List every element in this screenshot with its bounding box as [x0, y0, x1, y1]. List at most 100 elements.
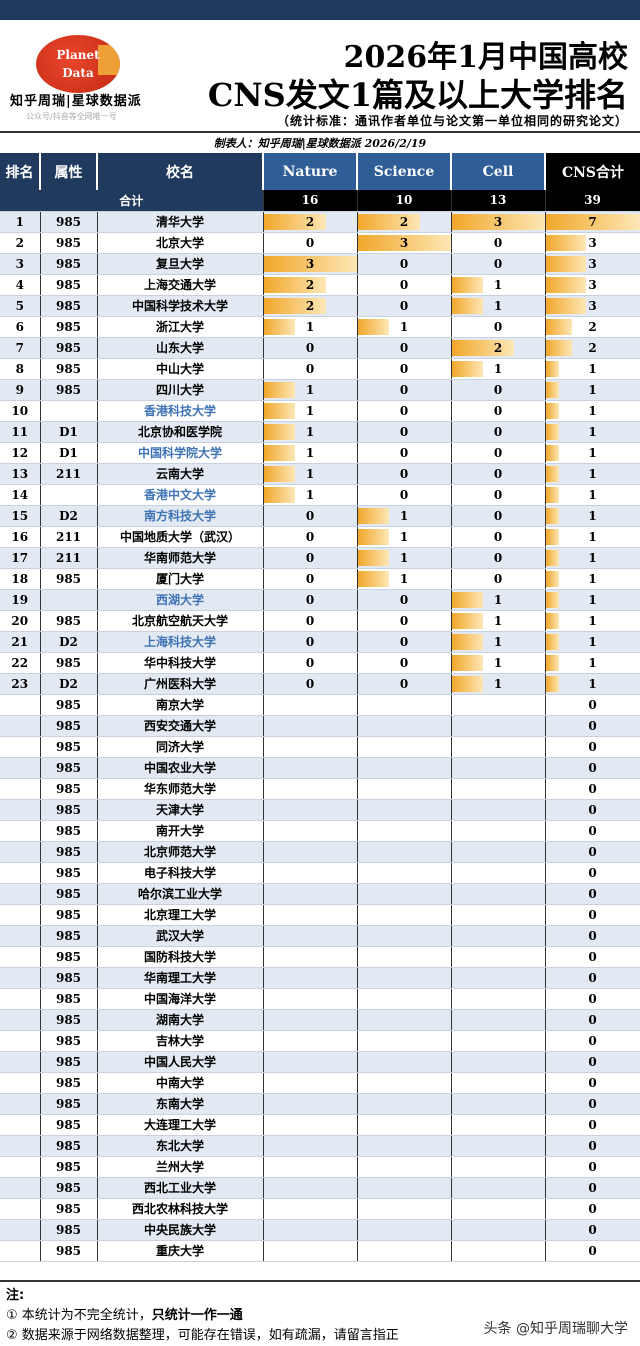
cell-science: 1	[357, 547, 452, 569]
cell-cns: 1	[545, 505, 640, 527]
table-row: 14 香港中文大学 1 0 0 1	[0, 484, 640, 506]
cell-science: 0	[357, 421, 452, 443]
cell-attr: 985	[40, 841, 98, 863]
cell-science	[357, 1135, 452, 1157]
cell-science	[357, 883, 452, 905]
cell-cell	[451, 904, 546, 926]
cell-cns: 0	[545, 904, 640, 926]
cell-cell: 0	[451, 526, 546, 548]
cell-attr: 985	[40, 316, 98, 338]
cell-cns: 1	[545, 589, 640, 611]
title-line1: 2026年1月中国高校	[343, 40, 628, 75]
cell-attr: 985	[40, 904, 98, 926]
data-bar	[263, 402, 295, 419]
cell-rank: 5	[0, 295, 41, 317]
cell-science	[357, 799, 452, 821]
cell-rank	[0, 1198, 41, 1220]
cell-cell: 1	[451, 358, 546, 380]
data-bar	[545, 675, 559, 692]
cell-nature	[263, 1240, 358, 1262]
cell-cell	[451, 715, 546, 737]
cell-name: 山东大学	[97, 337, 264, 359]
cell-attr: 211	[40, 463, 98, 485]
cell-science	[357, 1156, 452, 1178]
cell-attr: 985	[40, 1177, 98, 1199]
table-row: 985 天津大学 0	[0, 799, 640, 821]
table-row: 4 985 上海交通大学 2 0 1 3	[0, 274, 640, 296]
cell-nature	[263, 1009, 358, 1031]
cell-cns: 0	[545, 1135, 640, 1157]
cell-attr: 985	[40, 1093, 98, 1115]
table-row: 18 985 厦门大学 0 1 0 1	[0, 568, 640, 590]
cell-cell	[451, 862, 546, 884]
table-row: 985 武汉大学 0	[0, 925, 640, 947]
cell-name: 中山大学	[97, 358, 264, 380]
cell-nature: 0	[263, 337, 358, 359]
cell-rank: 3	[0, 253, 41, 275]
table-row: 985 同济大学 0	[0, 736, 640, 758]
cell-rank	[0, 736, 41, 758]
cell-science: 0	[357, 589, 452, 611]
cell-cns: 0	[545, 1093, 640, 1115]
cell-cns: 0	[545, 967, 640, 989]
planet-data-logo: Planet Data	[36, 35, 120, 93]
data-bar	[263, 381, 295, 398]
cell-cell: 1	[451, 589, 546, 611]
cell-rank	[0, 862, 41, 884]
cell-attr: 985	[40, 1051, 98, 1073]
cell-science	[357, 967, 452, 989]
cell-name: 国防科技大学	[97, 946, 264, 968]
cell-attr: 985	[40, 1135, 98, 1157]
table-row: 20 985 北京航空航天大学 0 0 1 1	[0, 610, 640, 632]
cell-nature	[263, 1093, 358, 1115]
cell-cell	[451, 1156, 546, 1178]
watermark: 头条 @知乎周瑞聊大学	[483, 1321, 628, 1337]
cell-cell: 0	[451, 484, 546, 506]
cell-attr: 985	[40, 274, 98, 296]
cell-science: 0	[357, 358, 452, 380]
cell-attr: 211	[40, 526, 98, 548]
cell-cell	[451, 946, 546, 968]
cell-cell: 1	[451, 274, 546, 296]
cell-cell	[451, 1177, 546, 1199]
cell-cns: 0	[545, 736, 640, 758]
table-row: 3 985 复旦大学 3 0 0 3	[0, 253, 640, 275]
cell-cell: 1	[451, 631, 546, 653]
cell-cns: 2	[545, 337, 640, 359]
cell-science: 0	[357, 610, 452, 632]
cell-rank: 4	[0, 274, 41, 296]
data-bar	[545, 297, 586, 314]
cell-name: 云南大学	[97, 463, 264, 485]
cell-rank	[0, 967, 41, 989]
cell-attr: 985	[40, 1030, 98, 1052]
cell-attr: 985	[40, 988, 98, 1010]
table-row: 985 中南大学 0	[0, 1072, 640, 1094]
notes-title: 注:	[6, 1288, 25, 1303]
cell-rank	[0, 1219, 41, 1241]
table-row: 985 南开大学 0	[0, 820, 640, 842]
data-bar	[263, 486, 295, 503]
table-row: 985 西安交通大学 0	[0, 715, 640, 737]
cell-rank: 8	[0, 358, 41, 380]
data-bar	[545, 444, 559, 461]
cell-cell: 0	[451, 316, 546, 338]
cell-rank	[0, 1009, 41, 1031]
cell-nature: 1	[263, 442, 358, 464]
cell-cell	[451, 757, 546, 779]
cell-nature	[263, 694, 358, 716]
data-bar	[263, 423, 295, 440]
cell-cell: 1	[451, 610, 546, 632]
data-bar	[263, 255, 357, 272]
cell-cell: 0	[451, 568, 546, 590]
cell-science	[357, 778, 452, 800]
data-bar	[451, 276, 483, 293]
cell-nature: 2	[263, 295, 358, 317]
data-bar	[545, 402, 559, 419]
cell-cell	[451, 1030, 546, 1052]
data-bar	[451, 591, 483, 608]
cell-cell	[451, 1114, 546, 1136]
cell-name: 南方科技大学	[97, 505, 264, 527]
cell-nature: 0	[263, 610, 358, 632]
cell-attr	[40, 484, 98, 506]
cell-cns: 1	[545, 610, 640, 632]
